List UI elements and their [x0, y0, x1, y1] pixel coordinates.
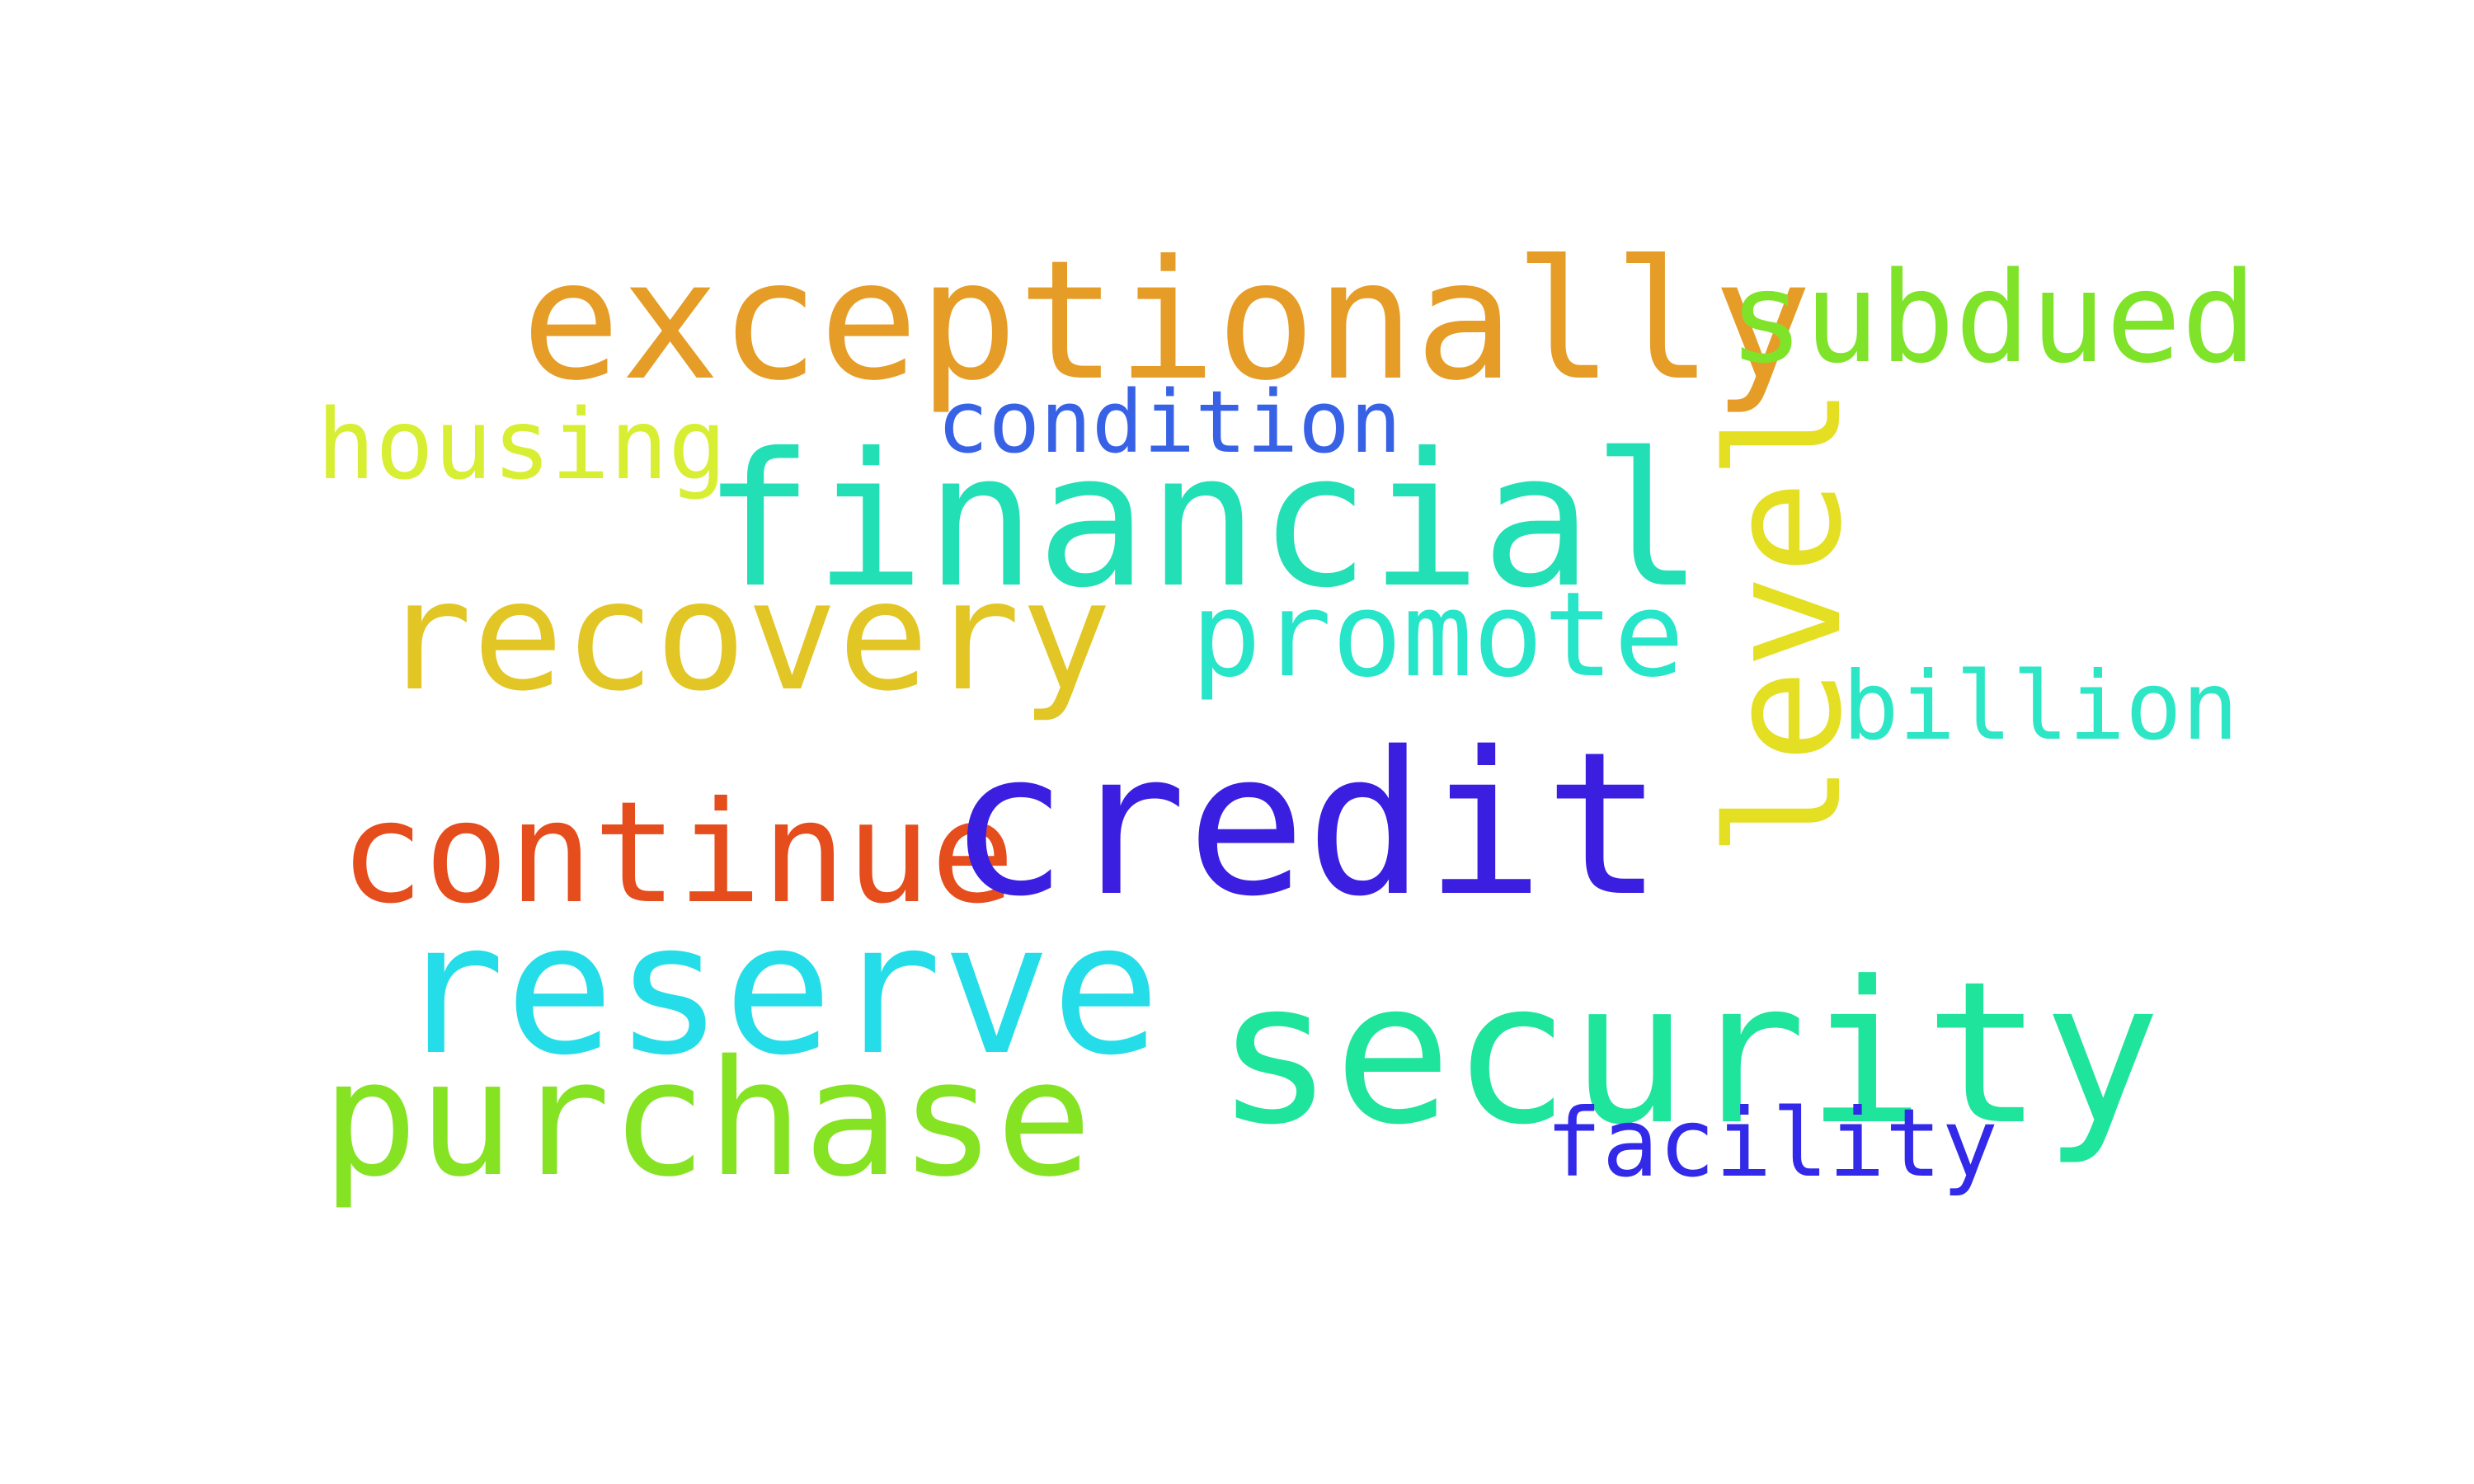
- word-security: security: [1216, 940, 2161, 1168]
- word-continue: continue: [340, 772, 1015, 935]
- word-subdued: subdued: [1729, 245, 2257, 391]
- word-exceptionally: exceptionally: [521, 225, 1813, 417]
- word-financial: financial: [703, 413, 1704, 628]
- word-level: level: [1694, 386, 1876, 857]
- word-purchase: purchase: [322, 1026, 1093, 1212]
- word-condition: condition: [937, 372, 1402, 472]
- word-housing: housing: [317, 387, 727, 501]
- word-reserve: reserve: [396, 884, 1161, 1095]
- word-recovery: recovery: [381, 548, 1112, 725]
- word-billion: billion: [1842, 651, 2239, 761]
- word-facility: facility: [1545, 1088, 1999, 1198]
- word-promote: promote: [1191, 567, 1685, 703]
- word-credit: credit: [948, 709, 1663, 940]
